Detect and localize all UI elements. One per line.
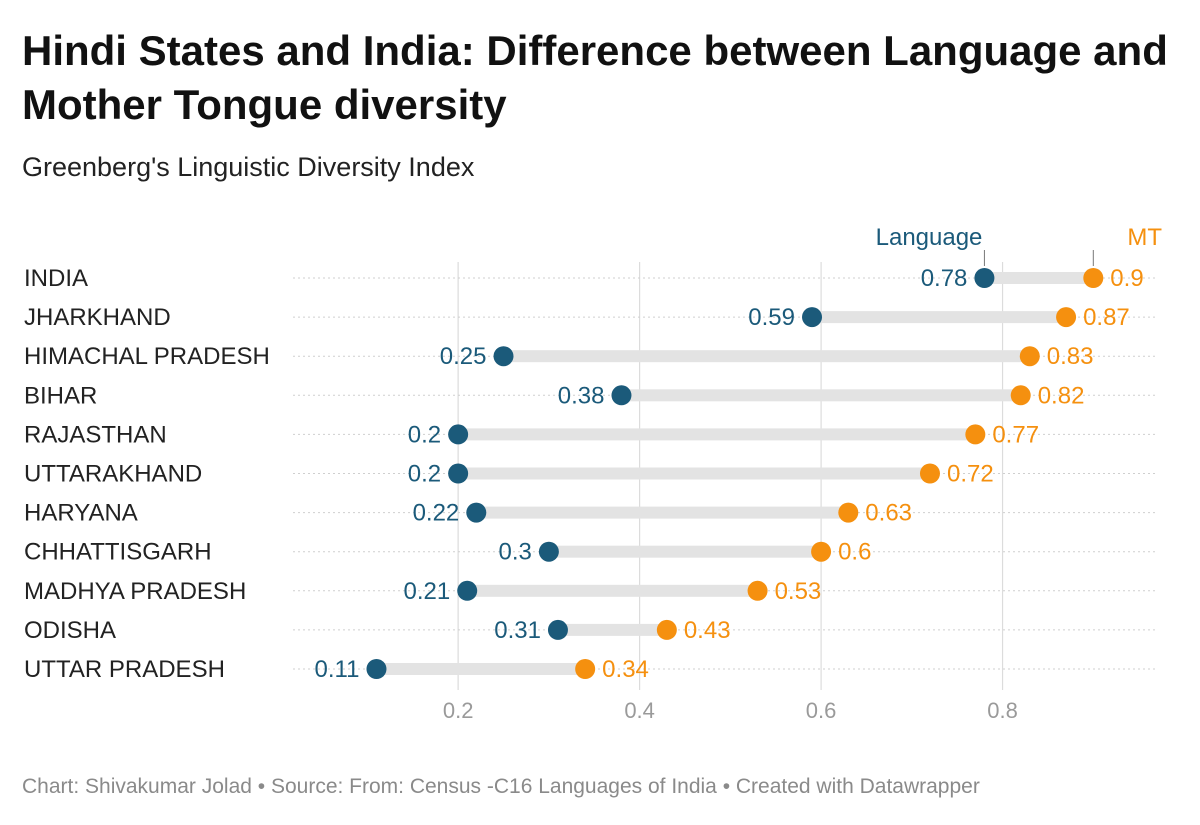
row-label: RAJASTHAN <box>24 421 167 448</box>
x-tick-label: 0.8 <box>987 698 1018 723</box>
language-dot <box>611 385 632 406</box>
language-value-label: 0.38 <box>558 382 605 409</box>
mt-value-label: 0.63 <box>865 500 912 527</box>
mt-value-label: 0.72 <box>947 461 994 488</box>
chart-title: Hindi States and India: Difference betwe… <box>22 27 1168 128</box>
language-value-label: 0.2 <box>408 461 441 488</box>
language-dot <box>466 502 487 523</box>
chart-subtitle: Greenberg's Linguistic Diversity Index <box>22 152 475 182</box>
language-dot <box>448 463 469 484</box>
language-value-label: 0.25 <box>440 343 487 370</box>
mt-dot <box>1056 307 1077 328</box>
language-value-label: 0.31 <box>494 617 541 644</box>
range-bar <box>503 350 1030 363</box>
x-tick-label: 0.6 <box>806 698 837 723</box>
mt-value-label: 0.53 <box>775 578 822 605</box>
mt-dot <box>575 659 596 679</box>
row-label: UTTARAKHAND <box>24 461 202 488</box>
mt-value-label: 0.43 <box>684 617 731 644</box>
language-dot <box>547 619 568 640</box>
mt-value-label: 0.77 <box>992 421 1039 448</box>
range-bar <box>548 545 822 558</box>
mt-dot <box>811 541 832 562</box>
mt-dot <box>965 424 986 445</box>
language-dot <box>448 424 469 445</box>
legend-language: Language <box>876 224 983 251</box>
row-label: HARYANA <box>24 500 138 527</box>
language-dot <box>974 268 995 288</box>
language-value-label: 0.59 <box>748 304 795 331</box>
range-bar <box>467 584 758 597</box>
mt-dot <box>919 463 940 484</box>
mt-dot <box>838 502 859 523</box>
row-label: JHARKHAND <box>24 304 171 331</box>
range-bar <box>984 272 1094 284</box>
mt-dot <box>747 580 768 601</box>
chart-footer: Chart: Shivakumar Jolad • Source: From: … <box>22 775 980 798</box>
mt-dot <box>1010 385 1031 406</box>
mt-dot <box>656 619 677 640</box>
language-value-label: 0.2 <box>408 421 441 448</box>
language-dot <box>457 580 478 601</box>
language-value-label: 0.22 <box>413 500 460 527</box>
range-bar <box>458 467 930 480</box>
dot-range-chart: 0.2 0.4 0.6 0.8 INDIA 0.78 0.9 JHARKHAND 0.59 0.8… <box>24 224 1162 723</box>
language-dot <box>493 346 514 367</box>
language-dot <box>538 541 559 562</box>
legend-mt: MT <box>1127 224 1162 251</box>
row-label: INDIA <box>24 265 88 292</box>
language-value-label: 0.3 <box>499 539 532 566</box>
x-tick-label: 0.2 <box>443 698 474 723</box>
range-bar <box>557 623 667 636</box>
mt-value-label: 0.9 <box>1110 265 1143 292</box>
mt-value-label: 0.34 <box>602 656 649 683</box>
x-tick-label: 0.4 <box>624 698 655 723</box>
range-bar <box>376 663 586 675</box>
row-label: MADHYA PRADESH <box>24 578 246 605</box>
row-label: HIMACHAL PRADESH <box>24 343 270 370</box>
mt-value-label: 0.82 <box>1038 382 1085 409</box>
range-bar <box>812 311 1067 324</box>
range-bar <box>621 389 1021 402</box>
language-dot <box>802 307 823 328</box>
mt-value-label: 0.87 <box>1083 304 1130 331</box>
row-label: ODISHA <box>24 617 116 644</box>
range-bar <box>458 428 976 441</box>
row-label: CHHATTISGARH <box>24 539 212 566</box>
row-label: UTTAR PRADESH <box>24 656 225 683</box>
language-value-label: 0.21 <box>403 578 450 605</box>
mt-dot <box>1019 346 1040 367</box>
language-value-label: 0.11 <box>315 656 360 683</box>
mt-dot <box>1083 268 1104 288</box>
language-value-label: 0.78 <box>921 265 968 292</box>
language-dot <box>366 659 387 679</box>
row-label: BIHAR <box>24 382 97 409</box>
mt-value-label: 0.83 <box>1047 343 1094 370</box>
mt-value-label: 0.6 <box>838 539 871 566</box>
range-bar <box>476 506 849 519</box>
